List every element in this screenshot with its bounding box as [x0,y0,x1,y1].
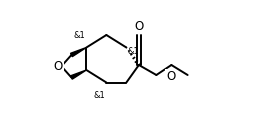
Polygon shape [71,70,86,79]
Text: O: O [166,70,175,83]
Text: O: O [54,60,63,73]
Text: O: O [134,20,144,33]
Text: &1: &1 [74,30,85,40]
Polygon shape [71,48,86,57]
Text: &1: &1 [93,90,105,100]
Text: &1: &1 [128,47,140,56]
